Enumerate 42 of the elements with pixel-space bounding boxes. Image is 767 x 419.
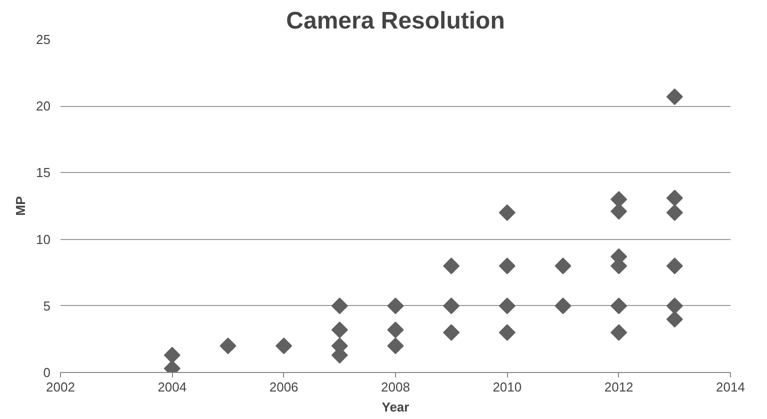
- point: [666, 204, 683, 221]
- point: [666, 298, 683, 314]
- point: [220, 338, 236, 354]
- x-tick-label: 2006: [269, 380, 298, 394]
- point: [554, 258, 572, 274]
- x-tick-label: 2012: [604, 380, 634, 394]
- x-tick-label: 2014: [716, 380, 745, 394]
- point: [331, 298, 348, 314]
- point: [498, 204, 516, 221]
- x-axis-title: Year: [382, 400, 410, 414]
- point: [666, 258, 683, 274]
- point: [610, 324, 628, 341]
- point: [331, 322, 348, 338]
- x-tick-label: 2008: [381, 380, 410, 394]
- point: [164, 346, 180, 364]
- point: [387, 322, 404, 338]
- y-tick-label: 10: [36, 232, 51, 247]
- point: [387, 298, 404, 314]
- point: [666, 310, 683, 328]
- x-tick-label: 2002: [46, 380, 75, 394]
- y-tick-label: 20: [36, 98, 51, 114]
- point: [443, 258, 460, 274]
- point: [666, 190, 683, 206]
- point: [498, 298, 516, 314]
- point: [610, 298, 628, 314]
- y-axis-title: MP: [13, 196, 28, 216]
- x-tick-label: 2010: [492, 380, 522, 394]
- y-tick-label: 0: [43, 365, 51, 380]
- point: [276, 338, 292, 354]
- y-tick-label: 25: [36, 32, 51, 47]
- point: [443, 298, 460, 314]
- point: [610, 203, 628, 220]
- x-tick-label: 2004: [158, 380, 187, 394]
- point: [498, 324, 516, 341]
- point: [498, 258, 516, 274]
- y-tick-label: 5: [43, 298, 51, 314]
- point: [443, 324, 460, 341]
- point: [554, 298, 572, 314]
- point: [387, 338, 404, 354]
- chart-title: Camera Resolution: [286, 8, 505, 34]
- point: [666, 88, 683, 106]
- y-tick-label: 15: [36, 165, 51, 180]
